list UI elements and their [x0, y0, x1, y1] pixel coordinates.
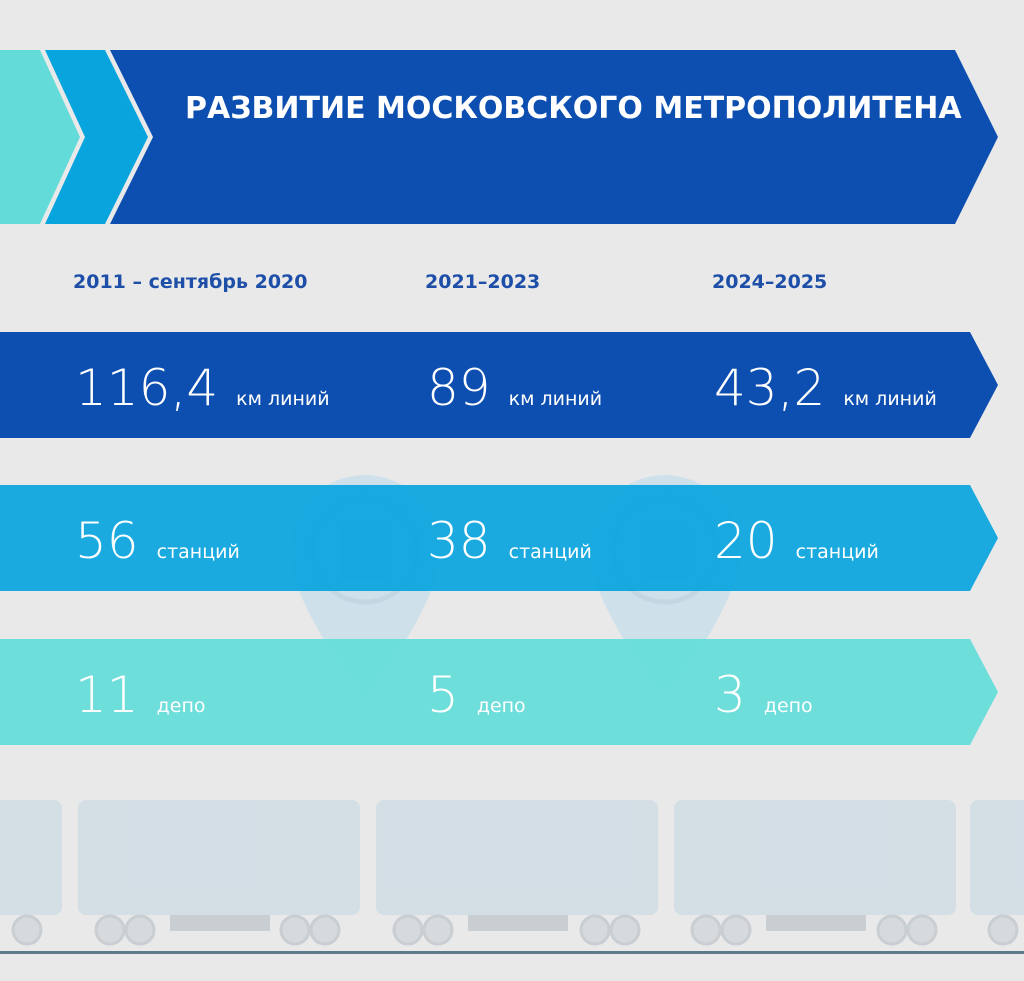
- stat-unit: депо: [764, 695, 813, 717]
- stat-unit: депо: [477, 695, 526, 717]
- stat-value: 5: [427, 666, 459, 724]
- period-label: 2011 – сентябрь 2020: [73, 271, 307, 293]
- row-stat: 56 станций: [75, 512, 240, 570]
- stat-value: 38: [427, 512, 491, 570]
- row-stat: 38 станций: [427, 512, 592, 570]
- row-stat: 5 депо: [427, 666, 526, 724]
- banner-chevron: [45, 50, 148, 224]
- row-band: [0, 332, 998, 438]
- row-band: [0, 485, 998, 591]
- stat-value: 56: [75, 512, 139, 570]
- stat-value: 3: [714, 666, 746, 724]
- title: РАЗВИТИЕ МОСКОВСКОГО МЕТРОПОЛИТЕНА: [185, 91, 962, 126]
- stat-value: 89: [427, 359, 491, 417]
- stat-value: 11: [75, 666, 139, 724]
- row-stat: 3 депо: [714, 666, 813, 724]
- stat-value: 116,4: [75, 359, 218, 417]
- stat-unit: станций: [509, 541, 592, 563]
- row-stat: 20 станций: [714, 512, 879, 570]
- stat-value: 43,2: [714, 359, 825, 417]
- banner: [110, 50, 998, 224]
- row-stat: 43,2 км линий: [714, 359, 937, 417]
- row-stat: 11 депо: [75, 666, 206, 724]
- row-band: [0, 639, 998, 745]
- period-label: 2024–2025: [712, 271, 827, 293]
- row-stat: 89 км линий: [427, 359, 602, 417]
- trains: [0, 800, 1024, 946]
- banner-chevron: [0, 50, 80, 224]
- stat-unit: км линий: [843, 388, 936, 410]
- stat-unit: станций: [157, 541, 240, 563]
- row-stat: 116,4 км линий: [75, 359, 330, 417]
- rail: [0, 951, 1024, 954]
- stat-unit: км линий: [509, 388, 602, 410]
- stat-unit: депо: [157, 695, 206, 717]
- stat-unit: станций: [796, 541, 879, 563]
- stat-value: 20: [714, 512, 778, 570]
- stat-unit: км линий: [236, 388, 329, 410]
- period-label: 2021–2023: [425, 271, 540, 293]
